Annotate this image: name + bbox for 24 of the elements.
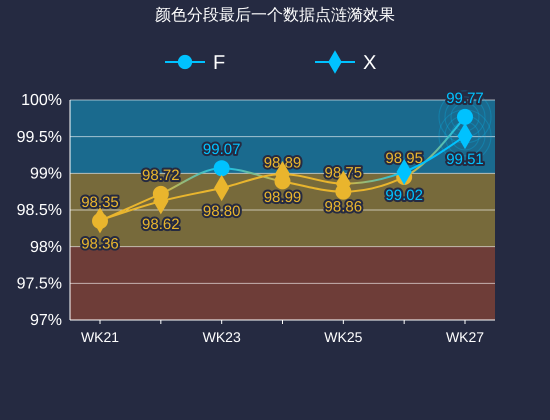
data-label: 99.07 (202, 141, 240, 158)
y-tick-label: 97.5% (16, 275, 62, 292)
data-label: 98.95 (385, 150, 423, 167)
data-label: 98.62 (142, 216, 180, 234)
y-tick-label: 97% (30, 312, 62, 330)
x-tick-label: WK21 (80, 328, 120, 345)
data-label: 99.02 (385, 186, 423, 204)
x-tick-label: WK23 (202, 328, 241, 345)
data-label: 99.51 (446, 150, 484, 168)
x-tick-label: WK25 (324, 328, 363, 345)
data-label: 98.75 (324, 164, 362, 182)
y-tick-label: 98.5% (16, 202, 62, 220)
data-label: 98.35 (81, 194, 119, 211)
chart-title: 颜色分段最后一个数据点涟漪效果 (155, 6, 395, 24)
data-label: 98.89 (264, 154, 302, 172)
legend-label: X (363, 52, 376, 74)
y-tick-label: 99% (30, 165, 62, 182)
legend-label: F (213, 52, 226, 74)
x-tick-label: WK27 (446, 328, 484, 345)
y-tick-label: 98% (30, 238, 62, 256)
point (214, 160, 230, 176)
data-label: 98.99 (264, 189, 302, 206)
y-tick-label: 100% (21, 92, 62, 110)
y-tick-label: 99.5% (16, 128, 62, 146)
